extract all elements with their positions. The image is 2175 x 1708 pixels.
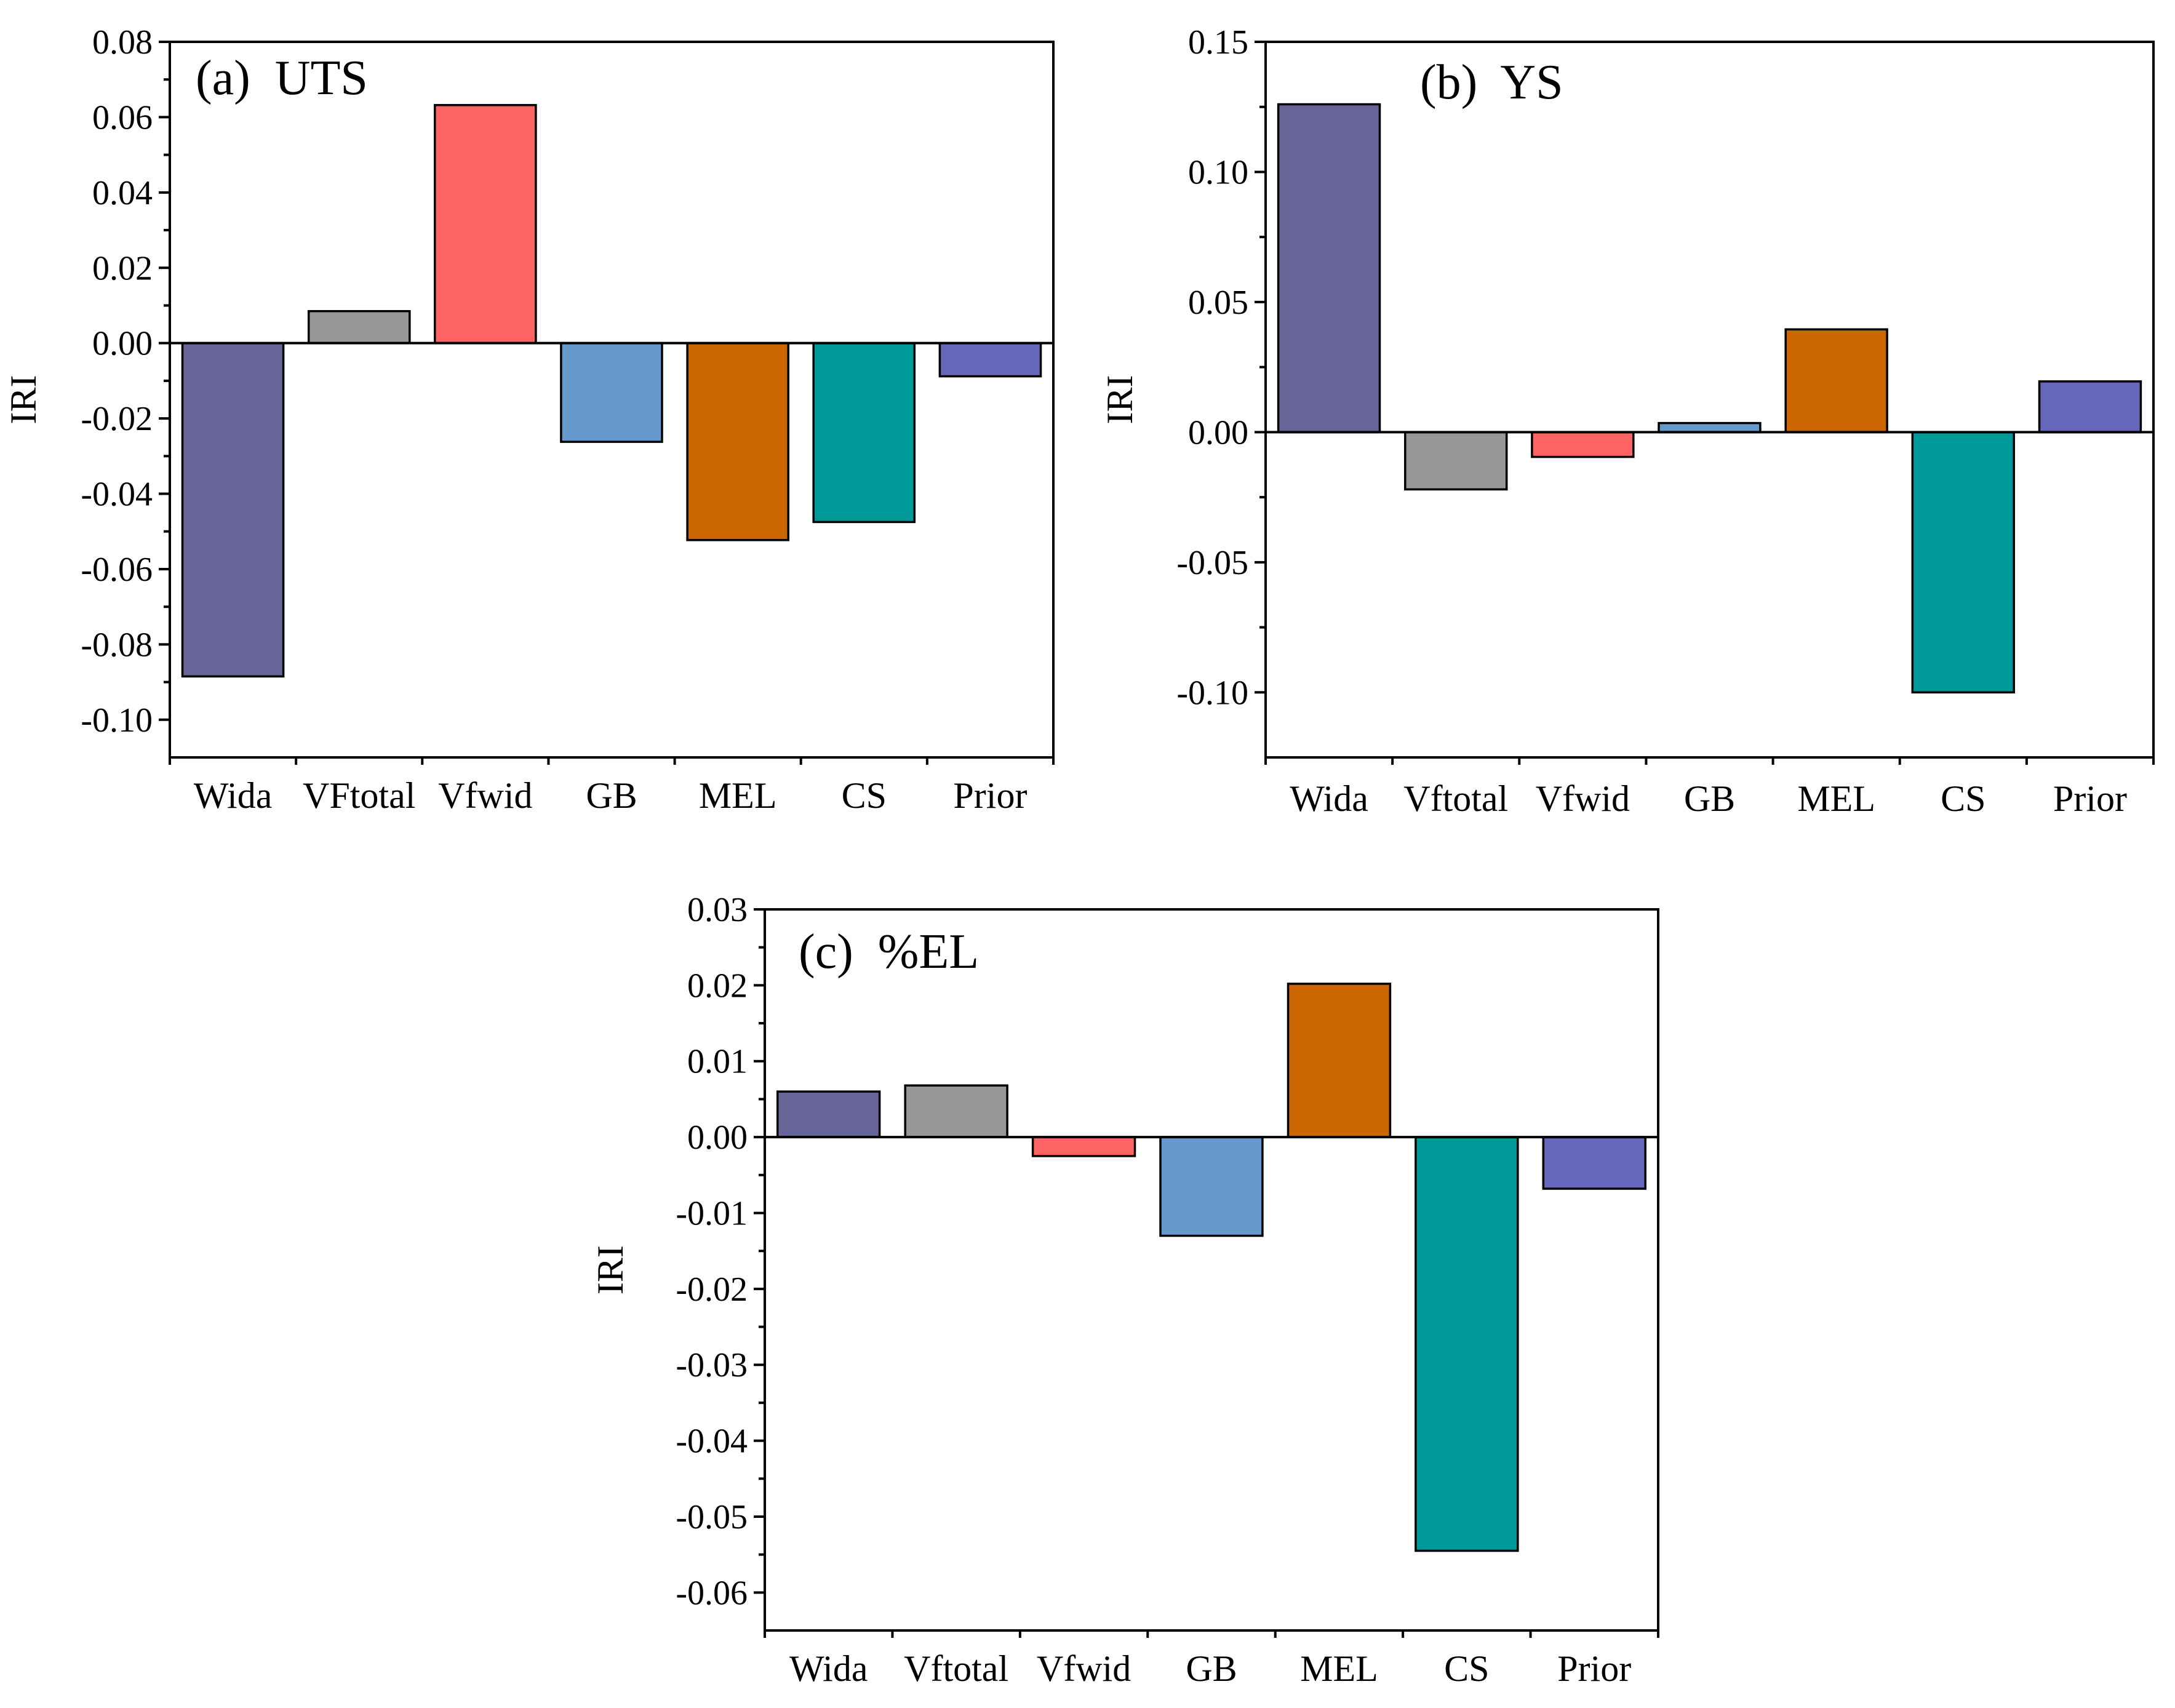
bar-cs [1911,431,2015,694]
y-axis-title: IRI [1099,375,1140,425]
x-category-label: Prior [1557,1648,1631,1689]
bar-vftotal [1404,431,1508,491]
y-tick-label: 0.00 [687,1119,748,1157]
bar-cs [812,341,916,524]
y-tick-label: 0.01 [687,1043,748,1081]
y-tick-label: -0.05 [676,1498,748,1536]
bar-wida [181,341,285,678]
bar-vfwid [434,104,537,345]
y-tick-label: 0.00 [1188,413,1248,452]
plot-frame [169,41,1055,759]
y-tick-label: 0.02 [687,967,748,1005]
panel-title: (c) %EL [799,925,979,979]
y-tick-label: -0.06 [81,551,153,589]
y-tick-label: 0.10 [1188,153,1248,191]
x-category-label: CS [842,775,887,816]
y-tick-label: -0.10 [81,701,153,740]
y-axis-title: IRI [3,375,44,425]
y-tick-label: -0.02 [81,400,153,438]
x-category-label: Prior [953,775,1027,816]
x-category-label: Wida [789,1648,868,1689]
y-tick-label: 0.05 [1188,284,1248,322]
y-tick-label: 0.06 [92,98,153,137]
y-axis-title: IRI [590,1245,631,1295]
bar-prior [2038,380,2142,434]
y-tick-label: 0.02 [92,249,153,287]
plot-frame [764,908,1659,1632]
y-tick-label: -0.04 [676,1423,748,1461]
plot-frame [1264,41,2155,759]
bar-gb [1159,1136,1264,1237]
x-category-label: Wida [1290,778,1368,819]
bar-gb [1658,421,1762,434]
y-tick-label: -0.02 [676,1271,748,1309]
bar-prior [1542,1136,1646,1190]
bar-vftotal [904,1084,1008,1138]
x-category-label: GB [1684,778,1735,819]
chart-panel-a: 0.08 0.06 0.04 0.02 0.00 -0.02 -0.04 -0.06 -0.08… [3,23,1055,816]
x-category-label: MEL [1300,1648,1378,1689]
x-category-label: Vftotal [904,1648,1008,1689]
x-category-label: CS [1444,1648,1489,1689]
bar-wida [776,1090,881,1138]
y-tick-label: -0.08 [81,626,153,664]
bar-vftotal [307,309,411,345]
bar-gb [560,341,663,443]
y-tick-label: 0.08 [92,23,153,62]
bar-mel [686,341,789,541]
x-category-label: MEL [699,775,777,816]
panel-title: (b) YS [1420,55,1563,110]
bar-wida [1277,103,1381,434]
bar-vfwid [1031,1136,1136,1157]
y-tick-label: -0.05 [1176,544,1248,582]
bar-prior [938,341,1042,378]
bar-mel [1784,328,1888,434]
x-category-label: Prior [2053,778,2127,819]
chart-panel-c: 0.03 0.02 0.01 0.00 -0.01 -0.02 -0.03 -0.04 -0.0… [590,891,1659,1689]
y-tick-label: -0.06 [676,1574,748,1612]
y-tick-label: -0.01 [676,1194,748,1232]
x-category-label: Vfwid [1037,1648,1131,1689]
x-category-label: Wida [194,775,273,816]
panel-title: (a) UTS [196,51,368,105]
bar-vfwid [1531,431,1635,458]
bar-cs [1415,1136,1519,1552]
y-tick-label: -0.03 [676,1346,748,1384]
x-category-label: GB [1186,1648,1237,1689]
x-category-label: CS [1941,778,1985,819]
x-category-label: VFtotal [303,775,415,816]
x-category-label: GB [586,775,637,816]
x-category-label: Vfwid [438,775,532,816]
y-tick-label: 0.04 [92,174,153,212]
x-category-label: MEL [1797,778,1875,819]
y-tick-label: 0.00 [92,325,153,363]
y-tick-label: -0.04 [81,476,153,514]
bar-mel [1287,983,1392,1138]
chart-panel-b: 0.15 0.10 0.05 0.00 -0.05 -0.10 Wida Vftotal Vfw… [1099,23,2155,819]
x-category-label: Vfwid [1536,778,1630,819]
y-tick-label: 0.15 [1188,23,1248,62]
x-category-label: Vftotal [1403,778,1508,819]
y-tick-label: 0.03 [687,891,748,929]
y-tick-label: -0.10 [1176,674,1248,712]
